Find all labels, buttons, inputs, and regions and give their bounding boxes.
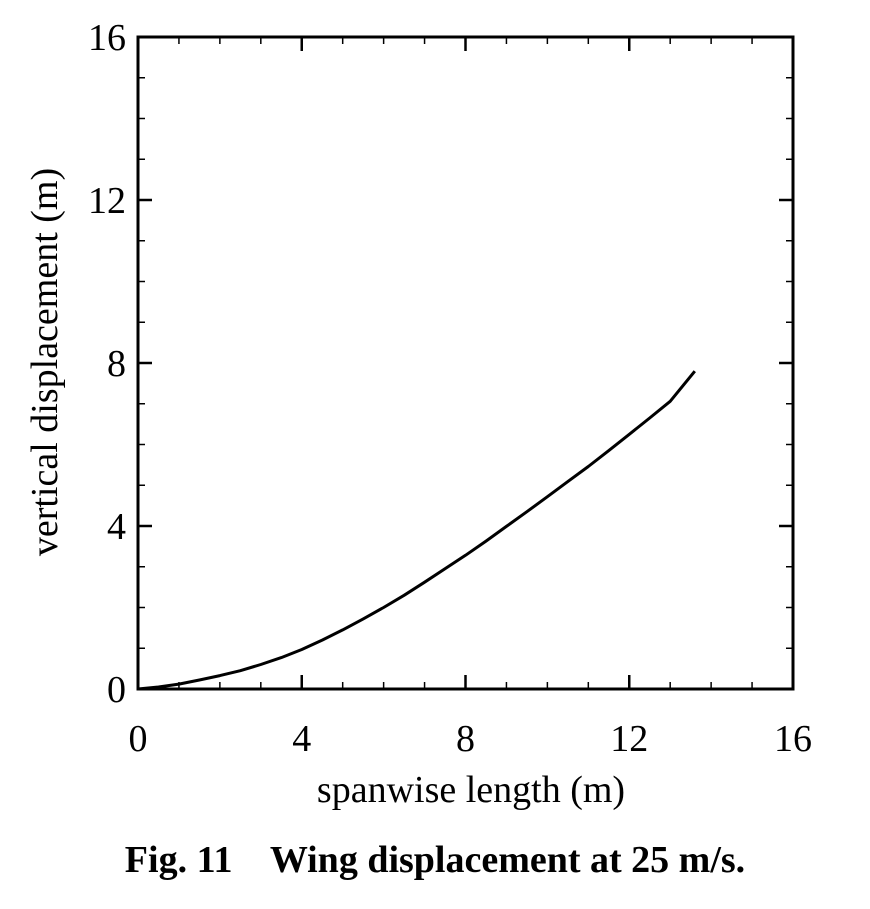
x-tick-label: 12 (610, 718, 648, 760)
x-tick-label: 0 (129, 718, 148, 760)
major-ticks (136, 35, 795, 691)
plot-frame (136, 35, 795, 691)
y-tick-label: 4 (107, 506, 126, 548)
y-tick-label: 8 (107, 343, 126, 385)
y-tick-label: 12 (88, 180, 126, 222)
minor-ticks (138, 37, 793, 689)
series-group (137, 370, 696, 691)
x-tick-labels: 0 4 8 12 16 (129, 718, 813, 760)
y-tick-label: 16 (88, 17, 126, 59)
y-tick-label: 0 (107, 669, 126, 711)
figure-caption: Fig. 11 Wing displacement at 25 m/s. (0, 838, 870, 882)
figure-caption-text: Wing displacement at 25 m/s. (269, 839, 746, 881)
series-line (137, 370, 696, 691)
y-axis-title: vertical displacement (m) (24, 168, 66, 556)
x-tick-label: 16 (774, 718, 812, 760)
x-axis-title: spanwise length (m) (317, 769, 625, 811)
figure-number: Fig. 11 (124, 839, 233, 881)
x-tick-label: 8 (456, 718, 475, 760)
y-tick-labels: 0 4 8 12 16 (88, 17, 126, 711)
x-tick-label: 4 (292, 718, 311, 760)
